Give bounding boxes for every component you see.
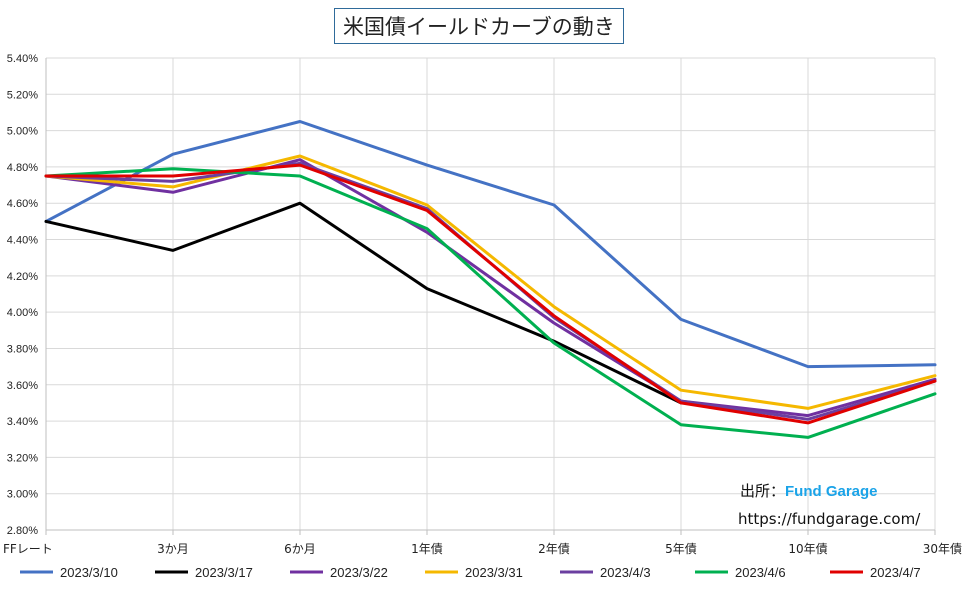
y-tick-label: 4.00% [7, 307, 38, 319]
series-line [44, 120, 937, 369]
y-tick-label: 4.80% [7, 162, 38, 174]
legend-label: 2023/3/10 [60, 565, 118, 580]
source-brand: Fund Garage [785, 483, 878, 500]
legend-label: 2023/3/22 [330, 565, 388, 580]
x-tick-label: 5年債 [665, 541, 697, 556]
x-tick-label: 3か月 [157, 542, 189, 556]
x-tick-label: 1年債 [411, 541, 443, 556]
source-label: 出所： [740, 482, 786, 500]
y-tick-label: 5.40% [7, 53, 38, 65]
y-tick-label: 5.20% [7, 89, 38, 101]
x-tick-label: 2年債 [538, 541, 570, 556]
legend-label: 2023/3/17 [195, 565, 253, 580]
y-tick-label: 4.40% [7, 235, 38, 247]
chart-title-box: 米国債イールドカーブの動き [334, 8, 624, 44]
y-tick-label: 3.20% [7, 452, 38, 464]
series-line [44, 154, 937, 410]
legend-label: 2023/4/7 [870, 565, 921, 580]
series-line [44, 163, 937, 425]
x-tick-label: 30年債 [923, 541, 962, 556]
y-tick-label: 3.60% [7, 380, 38, 392]
series-line [44, 161, 937, 421]
y-tick-label: 3.80% [7, 343, 38, 355]
y-tick-label: 5.00% [7, 126, 38, 138]
y-tick-label: 2.80% [7, 525, 38, 537]
chart-title: 米国債イールドカーブの動き [343, 15, 615, 39]
y-tick-label: 4.20% [7, 271, 38, 283]
legend-label: 2023/4/3 [600, 565, 651, 580]
y-tick-label: 3.00% [7, 489, 38, 501]
y-tick-label: 4.60% [7, 198, 38, 210]
source-url[interactable]: https://fundgarage.com/ [738, 510, 921, 528]
series-line [44, 201, 683, 405]
source-line: 出所：Fund Garage [740, 480, 878, 501]
series-line [44, 167, 937, 439]
y-tick-label: 3.40% [7, 416, 38, 428]
legend-label: 2023/3/31 [465, 565, 523, 580]
x-tick-label: 10年債 [788, 541, 827, 556]
legend-label: 2023/4/6 [735, 565, 786, 580]
x-tick-label: 6か月 [284, 542, 316, 556]
series-line [44, 158, 937, 418]
x-tick-label: FFレート [3, 542, 53, 556]
